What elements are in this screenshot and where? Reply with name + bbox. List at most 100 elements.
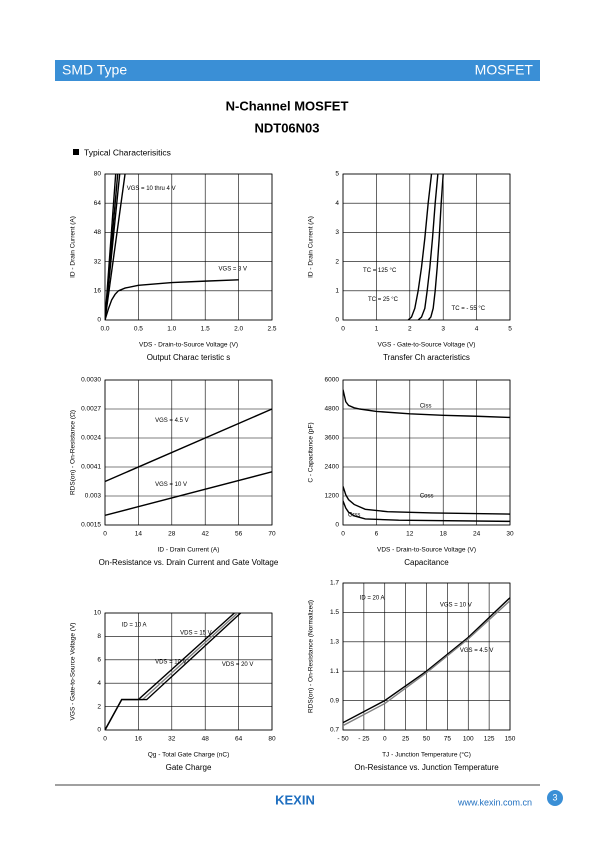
header-left: SMD Type bbox=[62, 62, 127, 78]
x-tick-label: 70 bbox=[268, 531, 276, 538]
curve bbox=[343, 500, 510, 523]
x-tick-label: 64 bbox=[235, 736, 243, 743]
annotation: TC = 25 °C bbox=[368, 297, 399, 303]
y-tick-label: 0 bbox=[335, 522, 339, 529]
y-tick-label: 4800 bbox=[325, 406, 340, 413]
y-tick-label: 0.0024 bbox=[81, 435, 101, 442]
y-tick-label: 2 bbox=[335, 258, 339, 265]
x-tick-label: 28 bbox=[168, 531, 176, 538]
x-tick-label: 25 bbox=[402, 736, 410, 743]
x-tick-label: 1.0 bbox=[167, 326, 176, 333]
y-axis-label: RDS(on) - On-Resistance (Normalized) bbox=[308, 600, 315, 713]
y-tick-label: 0 bbox=[97, 317, 101, 324]
curve bbox=[343, 389, 510, 419]
url: www.kexin.com.cn bbox=[457, 797, 532, 807]
x-tick-label: 4 bbox=[475, 326, 479, 333]
curve bbox=[105, 408, 272, 483]
x-tick-label: 2.5 bbox=[267, 326, 276, 333]
x-tick-label: 50 bbox=[423, 736, 431, 743]
y-tick-label: 1.5 bbox=[330, 609, 339, 616]
y-tick-label: 6000 bbox=[325, 377, 340, 384]
curve bbox=[105, 174, 126, 320]
header-bar bbox=[55, 60, 540, 81]
y-tick-label: 4 bbox=[335, 200, 339, 207]
x-tick-label: 12 bbox=[406, 531, 414, 538]
x-tick-label: 24 bbox=[473, 531, 481, 538]
plot-frame bbox=[342, 582, 511, 731]
caption: Capacitance bbox=[404, 558, 449, 567]
annotation: VDS = 15 V bbox=[180, 630, 212, 636]
annotation: VDS = 20 V bbox=[222, 662, 254, 668]
x-tick-label: 125 bbox=[484, 736, 495, 743]
caption: On-Resistance vs. Drain Current and Gate… bbox=[99, 558, 279, 567]
curve bbox=[343, 486, 510, 515]
x-tick-label: 6 bbox=[375, 531, 379, 538]
x-tick-label: 0.5 bbox=[134, 326, 143, 333]
x-tick-label: 5 bbox=[508, 326, 512, 333]
y-tick-label: 0.0041 bbox=[81, 464, 101, 471]
x-axis-label: VDS - Drain-to-Source Voltage (V) bbox=[139, 342, 238, 349]
curve bbox=[105, 279, 239, 320]
x-tick-label: - 25 bbox=[358, 736, 370, 743]
x-axis-label: Qg - Total Gate Charge (nC) bbox=[148, 752, 230, 759]
annotation: Ciss bbox=[420, 404, 432, 410]
annotation: VGS = 10 V bbox=[440, 603, 472, 609]
plot-frame bbox=[104, 612, 273, 731]
curve bbox=[427, 174, 444, 320]
curve bbox=[105, 613, 242, 730]
y-tick-label: 48 bbox=[94, 229, 102, 236]
annotation: VDS = 10 V bbox=[155, 660, 187, 666]
x-tick-label: 1 bbox=[375, 326, 379, 333]
plot-frame bbox=[104, 379, 273, 526]
page-number: 3 bbox=[552, 792, 557, 802]
annotation: ID = 20 A bbox=[360, 595, 385, 601]
y-axis-label: RDS(on) - On-Resistance (Ω) bbox=[70, 410, 77, 495]
x-axis-label: VGS - Gate-to-Source Voltage (V) bbox=[378, 342, 476, 349]
annotation: TC = 125 °C bbox=[363, 268, 397, 274]
page-badge bbox=[547, 790, 563, 806]
x-tick-label: 0.0 bbox=[100, 326, 109, 333]
caption: Gate Charge bbox=[166, 763, 212, 772]
plot-frame bbox=[104, 173, 273, 321]
y-tick-label: 1.7 bbox=[330, 580, 339, 587]
y-tick-label: 1.3 bbox=[330, 639, 339, 646]
curve bbox=[105, 613, 239, 730]
y-tick-label: 32 bbox=[94, 258, 102, 265]
y-tick-label: 0.0027 bbox=[81, 406, 101, 413]
y-tick-label: 8 bbox=[97, 633, 101, 640]
x-tick-label: 3 bbox=[441, 326, 445, 333]
y-tick-label: 0 bbox=[97, 727, 101, 734]
x-tick-label: 16 bbox=[135, 736, 143, 743]
x-tick-label: - 50 bbox=[337, 736, 349, 743]
brand: KEXIN bbox=[275, 792, 315, 807]
y-tick-label: 0.0015 bbox=[81, 522, 101, 529]
y-tick-label: 3 bbox=[335, 229, 339, 236]
x-tick-label: 30 bbox=[506, 531, 514, 538]
y-tick-label: 2400 bbox=[325, 464, 340, 471]
title: N-Channel MOSFET bbox=[226, 98, 349, 113]
y-tick-label: 3600 bbox=[325, 435, 340, 442]
y-tick-label: 6 bbox=[97, 657, 101, 664]
y-tick-label: 1.1 bbox=[330, 668, 339, 675]
x-tick-label: 75 bbox=[444, 736, 452, 743]
y-tick-label: 80 bbox=[94, 171, 102, 178]
x-tick-label: 0 bbox=[383, 736, 387, 743]
x-tick-label: 42 bbox=[202, 531, 210, 538]
curve bbox=[407, 174, 433, 320]
caption: Output Charac teristic s bbox=[147, 353, 231, 362]
annotation: TC = - 55 °C bbox=[452, 306, 486, 312]
annotation: Crss bbox=[348, 512, 360, 518]
section-title: Typical Characterisitics bbox=[84, 147, 171, 157]
y-tick-label: 16 bbox=[94, 288, 102, 295]
annotation: VGS = 4.5 V bbox=[460, 648, 494, 654]
annotation: VGS = 3 V bbox=[219, 266, 248, 272]
y-tick-label: 0.0030 bbox=[81, 377, 101, 384]
y-tick-label: 5 bbox=[335, 171, 339, 178]
y-axis-label: ID - Drain Current (A) bbox=[70, 216, 77, 278]
caption: Transfer Ch aracteristics bbox=[383, 353, 470, 362]
annotation: VGS = 4.5 V bbox=[155, 418, 189, 424]
y-axis-label: C - Capacitance (pF) bbox=[308, 422, 315, 482]
x-tick-label: 1.5 bbox=[201, 326, 210, 333]
annotation: ID = 10 A bbox=[122, 622, 147, 628]
